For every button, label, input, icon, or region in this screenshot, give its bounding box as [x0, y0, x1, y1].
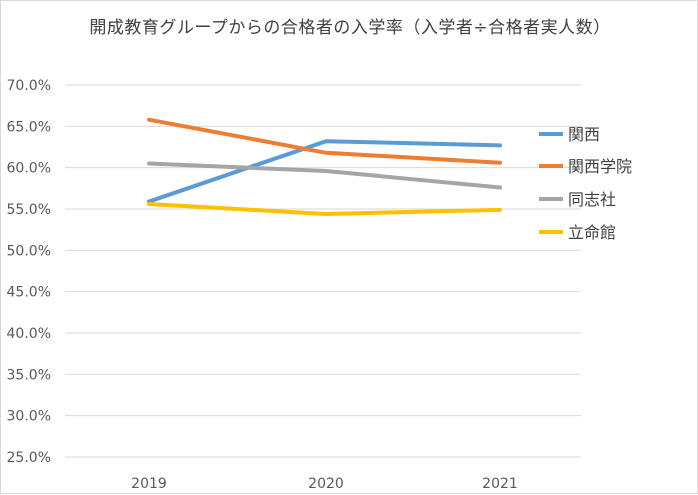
- y-tick-label: 40.0%: [7, 326, 51, 342]
- y-tick-label: 60.0%: [7, 161, 51, 177]
- y-tick-label: 35.0%: [7, 367, 51, 383]
- series-lines: [147, 117, 502, 216]
- x-tick-label: 2021: [482, 476, 518, 492]
- y-tick-label: 65.0%: [7, 119, 51, 135]
- legend-label: 同志社: [568, 190, 616, 209]
- series-line: [147, 117, 502, 165]
- y-tick-label: 55.0%: [7, 202, 51, 218]
- chart-title: 開成教育グループからの合格者の入学率（入学者÷合格者実人数）: [89, 18, 611, 38]
- x-axis-ticks: 2019 2020 2021: [131, 476, 518, 492]
- legend-label: 立命館: [568, 223, 616, 242]
- y-tick-label: 45.0%: [7, 285, 51, 301]
- y-tick-label: 25.0%: [7, 450, 51, 466]
- legend-label: 関西学院: [568, 157, 632, 176]
- legend-label: 関西: [568, 125, 600, 144]
- x-tick-label: 2020: [308, 476, 344, 492]
- series-line: [147, 139, 502, 204]
- y-tick-label: 50.0%: [7, 243, 51, 259]
- x-tick-label: 2019: [131, 476, 167, 492]
- y-tick-label: 30.0%: [7, 409, 51, 425]
- y-tick-label: 70.0%: [7, 78, 51, 94]
- series-line: [147, 161, 502, 190]
- y-axis-ticks: 25.0% 30.0% 35.0% 40.0% 45.0% 50.0% 55.0% 60.0%…: [7, 78, 51, 466]
- series-line: [147, 202, 502, 216]
